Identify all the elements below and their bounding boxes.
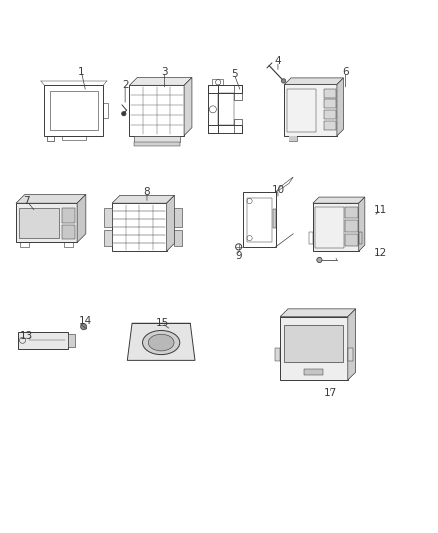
Text: 12: 12 [374, 248, 387, 259]
Circle shape [317, 257, 322, 263]
Bar [285, 84, 337, 136]
Bar [16, 203, 77, 243]
Text: 9: 9 [235, 251, 242, 261]
Bar [104, 207, 112, 227]
Ellipse shape [148, 334, 174, 351]
Bar [348, 349, 353, 361]
Bar [112, 203, 166, 251]
Bar [62, 225, 75, 239]
Bar [289, 136, 297, 141]
Bar [287, 89, 316, 132]
Bar [62, 135, 85, 140]
Polygon shape [280, 309, 356, 317]
Text: 10: 10 [272, 185, 285, 195]
Text: 17: 17 [324, 388, 337, 398]
Polygon shape [16, 195, 86, 203]
Bar [345, 220, 358, 232]
Bar [212, 79, 223, 85]
Bar [359, 232, 362, 244]
Polygon shape [77, 195, 86, 243]
Polygon shape [285, 78, 343, 84]
Bar [208, 125, 242, 133]
Bar [18, 332, 68, 349]
Bar [134, 142, 180, 147]
Text: 13: 13 [20, 332, 34, 341]
Bar [208, 85, 242, 93]
Bar [313, 203, 359, 251]
Polygon shape [127, 323, 195, 360]
Bar [130, 85, 184, 135]
Polygon shape [166, 195, 174, 251]
Bar [243, 192, 276, 247]
Bar [49, 91, 98, 130]
Bar [345, 207, 358, 218]
Ellipse shape [142, 330, 180, 354]
Text: 6: 6 [343, 67, 349, 77]
Bar [234, 119, 242, 133]
Text: 11: 11 [374, 205, 387, 215]
Text: 7: 7 [24, 196, 30, 206]
Text: 15: 15 [155, 318, 169, 328]
Polygon shape [130, 77, 192, 85]
Bar [309, 232, 313, 244]
Text: 14: 14 [79, 316, 92, 326]
Bar [62, 207, 75, 223]
Text: 1: 1 [78, 67, 85, 77]
Circle shape [81, 324, 87, 330]
Text: 5: 5 [231, 69, 237, 79]
Polygon shape [184, 77, 192, 135]
Bar [273, 208, 276, 228]
Bar [208, 85, 218, 133]
Bar [324, 100, 336, 108]
Bar [68, 334, 75, 347]
Polygon shape [359, 197, 365, 251]
Circle shape [282, 79, 286, 83]
Bar [304, 369, 323, 375]
Bar [289, 136, 297, 141]
Bar [44, 85, 103, 135]
Polygon shape [313, 197, 365, 203]
Bar [134, 135, 180, 142]
Bar [324, 121, 336, 130]
Bar [280, 317, 348, 380]
Circle shape [122, 111, 126, 116]
Bar [46, 135, 54, 141]
Bar [64, 243, 73, 247]
Bar [315, 207, 344, 248]
Bar [218, 93, 234, 125]
Bar [285, 326, 343, 362]
Text: 2: 2 [122, 80, 128, 90]
Bar [174, 207, 182, 227]
Bar [345, 234, 358, 246]
Bar [234, 85, 242, 100]
Bar [19, 207, 59, 238]
Bar [20, 243, 29, 247]
Bar [174, 230, 182, 246]
Bar [103, 103, 108, 118]
Polygon shape [112, 195, 174, 203]
Bar [247, 198, 272, 241]
Bar [275, 349, 280, 361]
Polygon shape [348, 309, 356, 380]
Text: 3: 3 [161, 67, 168, 77]
Bar [324, 89, 336, 98]
Bar [104, 230, 112, 246]
Text: 4: 4 [275, 56, 281, 66]
Bar [324, 110, 336, 119]
Polygon shape [337, 78, 343, 136]
Text: 8: 8 [144, 187, 150, 197]
